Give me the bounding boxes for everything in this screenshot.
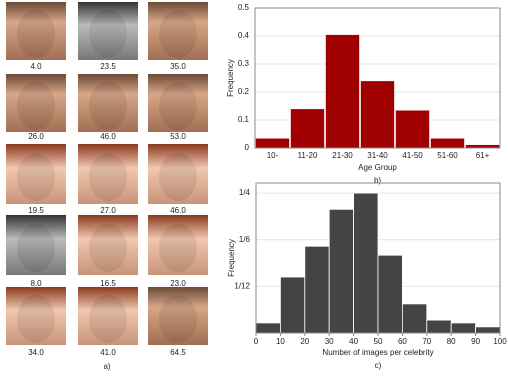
hist-bar bbox=[378, 255, 402, 333]
x-tick-label: 30 bbox=[325, 337, 334, 346]
x-tick-label: 90 bbox=[471, 337, 480, 346]
x-tick-label: 31-40 bbox=[367, 151, 388, 160]
caption: c) bbox=[375, 361, 382, 370]
hist-bar bbox=[305, 246, 329, 333]
x-tick-label: 10 bbox=[276, 337, 285, 346]
x-tick-label: 50 bbox=[374, 337, 383, 346]
y-axis-label: Frequency bbox=[226, 59, 235, 97]
age-label: 8.0 bbox=[30, 279, 42, 288]
x-tick-label: 100 bbox=[493, 337, 507, 346]
y-tick-label: 1/12 bbox=[234, 281, 250, 290]
age-label: 46.0 bbox=[100, 132, 116, 141]
x-tick-label: 60 bbox=[398, 337, 407, 346]
x-axis-label: Age Group bbox=[358, 163, 397, 172]
x-tick-label: 41-50 bbox=[402, 151, 423, 160]
hist-bar bbox=[402, 304, 426, 333]
y-axis-label: Frequency bbox=[227, 239, 236, 277]
face-shape bbox=[17, 295, 55, 343]
face-shape bbox=[159, 10, 197, 58]
age-label: 41.0 bbox=[100, 348, 116, 357]
bar bbox=[431, 138, 465, 148]
face-shape bbox=[159, 224, 197, 272]
face-shape bbox=[159, 153, 197, 201]
bar bbox=[466, 145, 500, 148]
bar bbox=[291, 109, 325, 148]
y-tick-label: 0.1 bbox=[238, 115, 250, 124]
face-shape bbox=[159, 82, 197, 130]
x-axis-label: Number of images per celebrity bbox=[322, 348, 433, 357]
x-tick-label: 0 bbox=[254, 337, 259, 346]
y-tick-label: 1/4 bbox=[239, 188, 251, 197]
age-label: 19.5 bbox=[28, 206, 44, 215]
caption-a: a) bbox=[103, 362, 110, 371]
y-tick-label: 0.3 bbox=[238, 59, 250, 68]
bar bbox=[396, 110, 430, 148]
age-label: 26.0 bbox=[28, 132, 44, 141]
face-shape bbox=[89, 153, 127, 201]
age-label: 23.0 bbox=[170, 279, 186, 288]
face-shape bbox=[17, 224, 55, 272]
x-tick-label: 80 bbox=[447, 337, 456, 346]
age-label: 35.0 bbox=[170, 62, 186, 71]
x-tick-label: 61+ bbox=[476, 151, 490, 160]
x-tick-label: 10- bbox=[267, 151, 279, 160]
age-label: 4.0 bbox=[30, 62, 42, 71]
face-shape bbox=[89, 82, 127, 130]
bar bbox=[361, 81, 395, 148]
x-tick-label: 40 bbox=[349, 337, 358, 346]
age-label: 23.5 bbox=[100, 62, 116, 71]
face-shape bbox=[89, 295, 127, 343]
hist-bar bbox=[329, 209, 353, 333]
x-tick-label: 21-30 bbox=[332, 151, 353, 160]
hist-bar bbox=[256, 323, 280, 333]
face-shape bbox=[159, 295, 197, 343]
hist-bar bbox=[476, 327, 500, 333]
face-shape bbox=[89, 224, 127, 272]
x-tick-label: 20 bbox=[300, 337, 309, 346]
hist-bar bbox=[280, 277, 304, 333]
bar bbox=[256, 138, 290, 148]
figure: a) 4.0 23.5 35.0 26.0 46.0 53.0 19.5 27.0 46.0 8.… bbox=[0, 0, 508, 377]
x-tick-label: 51-60 bbox=[437, 151, 458, 160]
age-label: 27.0 bbox=[100, 206, 116, 215]
y-tick-label: 0 bbox=[245, 143, 250, 152]
face-shape bbox=[89, 10, 127, 58]
age-label: 16.5 bbox=[100, 279, 116, 288]
y-tick-label: 0.2 bbox=[238, 87, 250, 96]
caption: b) bbox=[374, 176, 381, 185]
age-label: 34.0 bbox=[28, 348, 44, 357]
y-tick-label: 0.4 bbox=[238, 31, 250, 40]
y-tick-label: 1/6 bbox=[239, 235, 251, 244]
hist-bar bbox=[451, 323, 475, 333]
y-tick-label: 0.5 bbox=[238, 3, 250, 12]
age-label: 53.0 bbox=[170, 132, 186, 141]
age-label: 46.0 bbox=[170, 206, 186, 215]
x-tick-label: 70 bbox=[422, 337, 431, 346]
face-shape bbox=[17, 82, 55, 130]
age-label: 64.5 bbox=[170, 348, 186, 357]
face-shape bbox=[17, 153, 55, 201]
face-shape bbox=[17, 10, 55, 58]
x-tick-label: 11-20 bbox=[298, 151, 318, 160]
hist-bar bbox=[427, 320, 451, 333]
hist-bar bbox=[354, 193, 378, 333]
bar bbox=[326, 35, 360, 148]
